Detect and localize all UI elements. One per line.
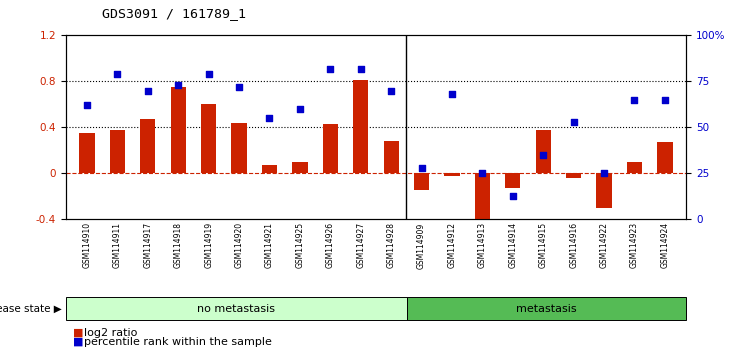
Text: ■: ■ — [73, 328, 83, 338]
Bar — [627, 162, 642, 173]
Bar — [80, 133, 95, 173]
Point — [294, 106, 306, 112]
Bar — [596, 173, 612, 208]
Point — [568, 119, 580, 125]
Text: metastasis: metastasis — [516, 304, 577, 314]
Point — [172, 82, 184, 88]
Point — [629, 97, 640, 103]
Text: log2 ratio: log2 ratio — [84, 328, 137, 338]
Bar — [231, 123, 247, 173]
Text: disease state ▶: disease state ▶ — [0, 304, 62, 314]
Point — [416, 165, 428, 171]
Point — [477, 171, 488, 176]
Point — [659, 97, 671, 103]
Point — [81, 103, 93, 108]
Bar — [657, 142, 672, 173]
Bar — [171, 87, 186, 173]
Point — [142, 88, 153, 93]
Point — [355, 66, 366, 72]
Bar — [566, 173, 581, 178]
Point — [598, 171, 610, 176]
Point — [385, 88, 397, 93]
Point — [507, 193, 518, 198]
Point — [324, 66, 336, 72]
Bar — [292, 162, 307, 173]
Point — [446, 91, 458, 97]
Text: ■: ■ — [73, 337, 83, 347]
Bar — [445, 173, 460, 176]
Bar — [353, 80, 369, 173]
Point — [203, 71, 215, 77]
Point — [112, 71, 123, 77]
Point — [264, 115, 275, 121]
Text: GDS3091 / 161789_1: GDS3091 / 161789_1 — [102, 7, 246, 20]
Bar — [505, 173, 520, 188]
Text: percentile rank within the sample: percentile rank within the sample — [84, 337, 272, 347]
Point — [537, 152, 549, 158]
Bar — [262, 165, 277, 173]
Bar — [474, 173, 490, 231]
Bar — [536, 130, 551, 173]
Bar — [140, 119, 155, 173]
Text: no metastasis: no metastasis — [197, 304, 275, 314]
Bar — [201, 104, 216, 173]
Bar — [323, 124, 338, 173]
Bar — [414, 173, 429, 189]
Bar — [110, 130, 125, 173]
Bar — [383, 141, 399, 173]
Point — [234, 84, 245, 90]
